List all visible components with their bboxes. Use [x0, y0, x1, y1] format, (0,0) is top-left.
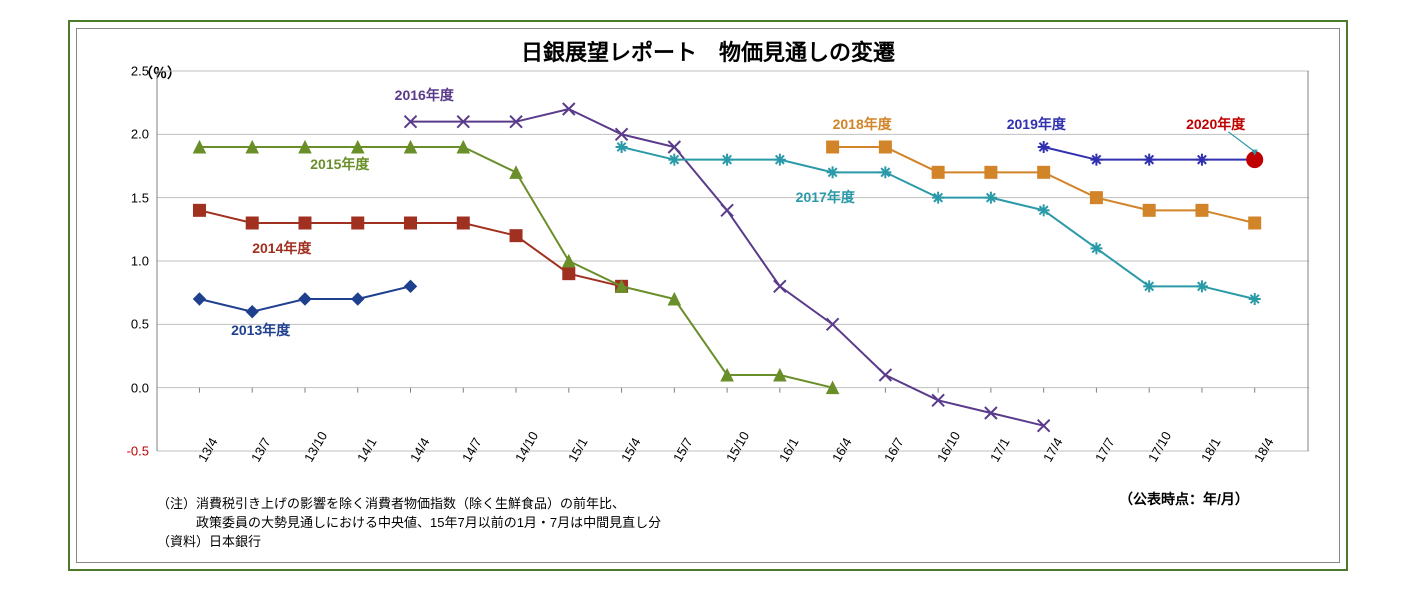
y-tick-label: 0.5: [131, 317, 157, 332]
y-tick-label: 2.5: [131, 64, 157, 79]
footnote-line: （資料）日本銀行: [157, 533, 1299, 552]
series-label: 2013年度: [231, 320, 290, 340]
chart-inner-frame: 日銀展望レポート 物価見通しの変遷 （％） -0.50.00.51.01.52.…: [76, 28, 1340, 563]
y-tick-label: 1.5: [131, 190, 157, 205]
series-label: 2019年度: [1007, 114, 1066, 134]
footnote-line: 政策委員の大勢見通しにおける中央値、15年7月以前の1月・7月は中間見直し分: [157, 514, 1299, 533]
series-label: 2020年度: [1186, 114, 1245, 134]
y-tick-label: 1.0: [131, 254, 157, 269]
series-label: 2016年度: [395, 85, 454, 105]
chart-outer-frame: 日銀展望レポート 物価見通しの変遷 （％） -0.50.00.51.01.52.…: [68, 20, 1348, 571]
y-tick-label: -0.5: [127, 444, 157, 459]
y-tick-label: 2.0: [131, 127, 157, 142]
series-label: 2014年度: [252, 238, 311, 258]
y-tick-label: 0.0: [131, 380, 157, 395]
series-label: 2017年度: [796, 187, 855, 207]
chart-title: 日銀展望レポート 物価見通しの変遷: [77, 29, 1339, 67]
plot-area: -0.50.00.51.01.52.02.5 13/413/713/1014/1…: [157, 71, 1309, 451]
series-label: 2018年度: [833, 114, 892, 134]
series-label: 2015年度: [310, 154, 369, 174]
x-axis-title: （公表時点：年/月）: [1119, 489, 1249, 509]
